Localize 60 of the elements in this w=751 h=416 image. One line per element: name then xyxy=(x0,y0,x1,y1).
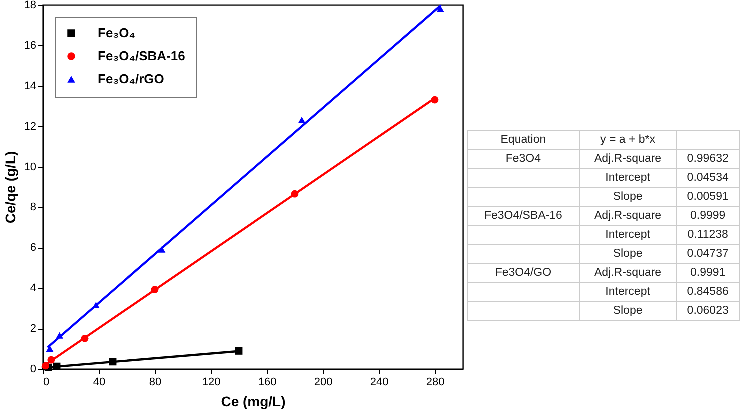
text: Intercept xyxy=(579,168,677,188)
text: Fe3O4/SBA-16 xyxy=(468,206,580,226)
x-tick-label: 0 xyxy=(44,376,50,388)
text: 0.9999 xyxy=(676,206,740,226)
text: Fe3O4/GO xyxy=(468,264,580,282)
point xyxy=(291,190,299,198)
text: Intercept xyxy=(579,226,677,244)
point xyxy=(158,246,166,253)
text: 0.00591 xyxy=(676,188,740,206)
text: Intercept xyxy=(579,282,677,302)
x-tick-label: 80 xyxy=(149,376,162,388)
x-tick-label: 40 xyxy=(93,376,106,388)
point xyxy=(46,346,54,352)
y-tick-label: 2 xyxy=(30,323,36,336)
text: Slope xyxy=(579,244,677,264)
point xyxy=(436,6,444,12)
text: Equation xyxy=(468,130,580,150)
x-axis-title: Ce (mg/L) xyxy=(221,394,286,410)
text: 0.84586 xyxy=(676,282,740,302)
text: 0.9991 xyxy=(676,264,740,282)
text: Adj.R-square xyxy=(579,150,677,168)
y-axis-title: Ce/qe (g/L) xyxy=(2,151,18,224)
point xyxy=(48,356,56,364)
point xyxy=(431,96,439,104)
y-tick-label: 16 xyxy=(24,40,36,52)
text: 0.99632 xyxy=(676,150,740,168)
text: Slope xyxy=(579,302,677,320)
y-tick-label: 14 xyxy=(24,80,36,92)
x-tick-label: 240 xyxy=(370,376,389,388)
legend-label: Fe₃O₄/rGO xyxy=(98,72,164,86)
y-tick-label: 6 xyxy=(30,242,36,254)
y-tick-label: 4 xyxy=(30,282,36,295)
text: Slope xyxy=(579,188,677,206)
x-tick-label: 160 xyxy=(258,376,277,388)
point xyxy=(56,332,64,339)
text: 0.11238 xyxy=(676,226,740,244)
point xyxy=(235,347,243,355)
point xyxy=(298,117,306,124)
text: 0.04534 xyxy=(676,168,740,188)
point xyxy=(151,286,159,294)
x-tick-label: 120 xyxy=(202,376,221,388)
x-tick-label: 200 xyxy=(314,376,333,388)
y-tick-label: 18 xyxy=(24,0,36,12)
text: 0.06023 xyxy=(676,302,740,320)
point xyxy=(109,358,117,366)
text: Adj.R-square xyxy=(579,206,677,226)
text: Fe3O4 xyxy=(468,150,580,168)
y-tick-label: 8 xyxy=(30,202,36,214)
x-tick-label: 280 xyxy=(426,376,445,388)
text: 0.04737 xyxy=(676,244,740,264)
point xyxy=(53,362,61,370)
point xyxy=(42,362,50,370)
legend-label: Fe₃O₄/SBA-16 xyxy=(98,48,186,64)
legend-label: Fe₃O₄ xyxy=(98,26,136,40)
point xyxy=(81,334,89,342)
y-tick-label: 0 xyxy=(30,364,36,376)
text: Adj.R-square xyxy=(579,264,677,282)
y-tick-label: 10 xyxy=(24,161,36,174)
y-tick-label: 12 xyxy=(24,120,36,133)
text: y = a + b*x xyxy=(579,130,677,150)
